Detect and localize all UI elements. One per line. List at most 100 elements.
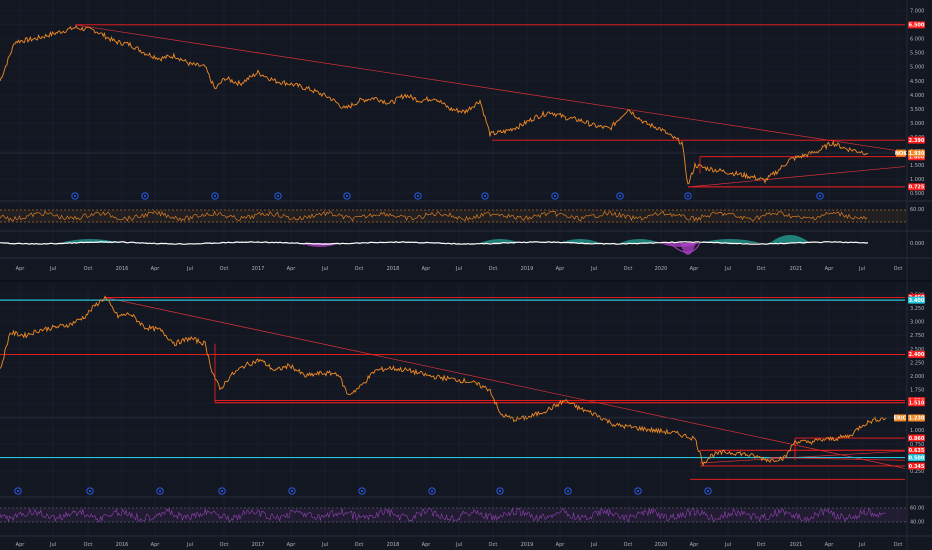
bottom-event-marker-6[interactable]: [428, 487, 436, 495]
bottom-event-marker-0[interactable]: [14, 487, 22, 495]
price-tick-label: 5.500: [910, 51, 924, 57]
chart-split-gap: [0, 280, 932, 282]
time-axis-label: Jul: [858, 542, 865, 548]
event-icon-dot: [431, 490, 433, 492]
level-tag-0725-bg: [908, 183, 925, 191]
top-event-marker-9[interactable]: [684, 192, 692, 200]
event-icon[interactable]: [218, 487, 226, 495]
event-icon-dot: [277, 195, 279, 197]
support-trend-short[interactable]: [769, 457, 906, 461]
oscillator-level-label: 60.00: [910, 207, 924, 213]
top-event-marker-10[interactable]: [816, 192, 824, 200]
bottom-event-marker-8[interactable]: [564, 487, 572, 495]
bottom-event-marker-5[interactable]: [358, 487, 366, 495]
time-axis-label: Oct: [489, 542, 498, 548]
price-tick-label: 3.000: [910, 320, 924, 326]
current-price-tag-bg: [908, 414, 925, 422]
time-axis-label: Oct: [220, 542, 229, 548]
top-event-marker-5[interactable]: [414, 192, 422, 200]
level-tag-3400: 3.400: [908, 296, 925, 304]
time-axis-label: Jul: [858, 266, 865, 272]
bottom-event-marker-3[interactable]: [218, 487, 226, 495]
bottom-event-marker-7[interactable]: [496, 487, 504, 495]
event-icon[interactable]: [86, 487, 94, 495]
ascending-trendline[interactable]: [687, 166, 906, 188]
time-axis-label: Apr: [151, 542, 161, 548]
rsi-line: [0, 507, 886, 523]
event-icon[interactable]: [14, 487, 22, 495]
level-tag-2400-bg: [908, 350, 925, 358]
time-axis-label: Apr: [690, 542, 700, 548]
descending-trendline[interactable]: [104, 297, 906, 469]
event-icon[interactable]: [564, 487, 572, 495]
level-tag-0345: 0.345: [908, 462, 925, 470]
event-icon[interactable]: [634, 487, 642, 495]
time-axis-label: 2016: [116, 542, 129, 548]
event-icon[interactable]: [414, 192, 422, 200]
event-icon[interactable]: [274, 192, 282, 200]
event-icon[interactable]: [551, 192, 559, 200]
time-axis-label: Apr: [825, 266, 835, 272]
top-event-marker-1[interactable]: [141, 192, 149, 200]
eric-price-line: [0, 295, 887, 467]
macd-line: [0, 241, 869, 245]
symbol-tag-bg: [896, 149, 906, 157]
time-axis-label: Jul: [455, 542, 462, 548]
top-event-marker-3[interactable]: [274, 192, 282, 200]
bottom-event-marker-10[interactable]: [704, 487, 712, 495]
top-event-marker-4[interactable]: [343, 192, 351, 200]
time-axis-label: Oct: [355, 266, 364, 272]
event-icon[interactable]: [684, 192, 692, 200]
top-event-marker-0[interactable]: [71, 192, 79, 200]
event-icon[interactable]: [288, 487, 296, 495]
event-icon[interactable]: [141, 192, 149, 200]
time-axis-label: Jul: [321, 542, 328, 548]
time-axis-label: Apr: [16, 266, 26, 272]
descending-trendline[interactable]: [74, 24, 901, 152]
time-axis-label: Oct: [84, 542, 93, 548]
macd-histogram: [680, 243, 696, 255]
event-icon-dot: [214, 195, 216, 197]
bottom-event-marker-4[interactable]: [288, 487, 296, 495]
event-icon[interactable]: [704, 487, 712, 495]
event-icon[interactable]: [816, 192, 824, 200]
event-icon-dot: [361, 490, 363, 492]
top-time-axis: Apr Jul Oct 2016 Apr Jul Oct 2017 Apr Jul Oct 2018 A…: [16, 266, 903, 272]
event-icon[interactable]: [496, 487, 504, 495]
time-axis-label: Oct: [894, 266, 903, 272]
symbol-name: ERIC: [894, 416, 907, 422]
top-event-marker-2[interactable]: [211, 192, 219, 200]
time-axis-label: Jul: [590, 266, 597, 272]
time-axis-label: 2021: [790, 266, 803, 272]
time-axis-label: 2020: [655, 542, 668, 548]
time-axis-label: Oct: [489, 266, 498, 272]
top-event-marker-8[interactable]: [616, 192, 624, 200]
bottom-event-marker-9[interactable]: [634, 487, 642, 495]
bottom-event-marker-1[interactable]: [86, 487, 94, 495]
event-icon[interactable]: [211, 192, 219, 200]
event-icon[interactable]: [156, 487, 164, 495]
bottom-event-marker-2[interactable]: [156, 487, 164, 495]
event-icon[interactable]: [616, 192, 624, 200]
event-icon-dot: [554, 195, 556, 197]
top-event-marker-6[interactable]: [481, 192, 489, 200]
level-tag-3400-bg: [908, 296, 925, 304]
event-icon[interactable]: [71, 192, 79, 200]
level-tag-1510: 1.510: [908, 399, 925, 407]
level-tag-0500: 0.500: [908, 454, 925, 461]
top-event-marker-7[interactable]: [551, 192, 559, 200]
event-icon-dot: [346, 195, 348, 197]
event-icon[interactable]: [428, 487, 436, 495]
rsi-band: [0, 508, 907, 522]
price-tick-label: 4.500: [910, 79, 924, 85]
time-axis-label: Jul: [49, 542, 56, 548]
event-icon[interactable]: [358, 487, 366, 495]
macd-histogram: [480, 239, 520, 243]
level-tag-2400: 2.400: [908, 350, 925, 358]
time-axis-label: Apr: [287, 266, 297, 272]
event-icon[interactable]: [343, 192, 351, 200]
current-price-tag-text: 1.230: [909, 416, 925, 422]
event-icon-dot: [687, 195, 689, 197]
event-icon[interactable]: [481, 192, 489, 200]
